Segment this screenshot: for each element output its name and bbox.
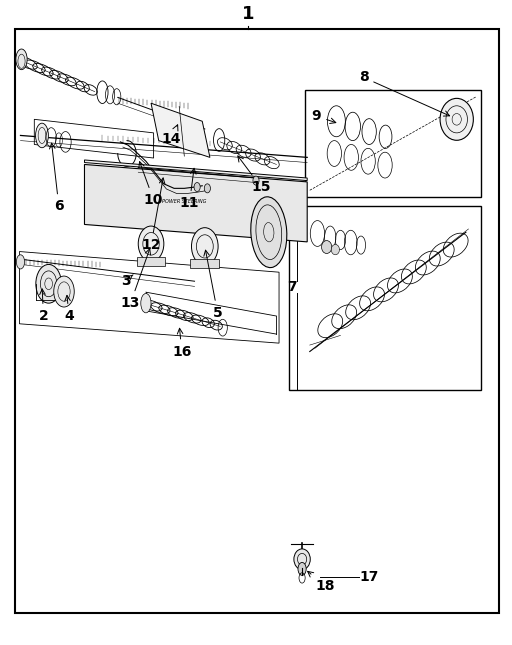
Text: 11: 11 [180, 168, 199, 210]
Ellipse shape [16, 255, 25, 269]
Ellipse shape [141, 293, 151, 313]
Text: 15: 15 [238, 156, 271, 194]
Ellipse shape [16, 49, 27, 70]
Ellipse shape [191, 228, 218, 265]
Text: 3: 3 [121, 273, 133, 288]
Text: 2: 2 [38, 289, 49, 323]
Text: 10: 10 [139, 162, 163, 207]
Ellipse shape [253, 176, 259, 185]
Ellipse shape [251, 197, 287, 268]
Text: 8: 8 [358, 70, 450, 116]
Text: 12: 12 [141, 178, 165, 252]
Text: 1: 1 [242, 5, 254, 23]
Text: 4: 4 [64, 295, 74, 323]
Polygon shape [84, 160, 307, 181]
Ellipse shape [298, 562, 306, 575]
Text: 9: 9 [312, 109, 336, 123]
Polygon shape [151, 103, 210, 157]
Ellipse shape [54, 276, 74, 307]
Text: 6: 6 [50, 143, 63, 213]
Ellipse shape [322, 241, 332, 253]
Ellipse shape [36, 123, 48, 148]
Text: POWER STEERING: POWER STEERING [162, 199, 206, 204]
Text: 13: 13 [121, 249, 151, 310]
Text: 5: 5 [204, 250, 223, 320]
Text: 18: 18 [308, 571, 335, 593]
Text: 16: 16 [172, 328, 191, 359]
Bar [289, 206, 481, 390]
Ellipse shape [294, 549, 310, 570]
Ellipse shape [331, 244, 339, 255]
Text: 7: 7 [287, 280, 296, 294]
Ellipse shape [440, 99, 473, 141]
Ellipse shape [138, 226, 164, 262]
Text: 14: 14 [162, 124, 181, 146]
Polygon shape [137, 257, 165, 266]
Text: 17: 17 [359, 570, 378, 584]
Ellipse shape [36, 264, 61, 303]
Polygon shape [84, 164, 307, 242]
Polygon shape [190, 259, 219, 268]
Bar [305, 90, 481, 197]
Ellipse shape [194, 183, 200, 192]
Ellipse shape [204, 184, 210, 193]
